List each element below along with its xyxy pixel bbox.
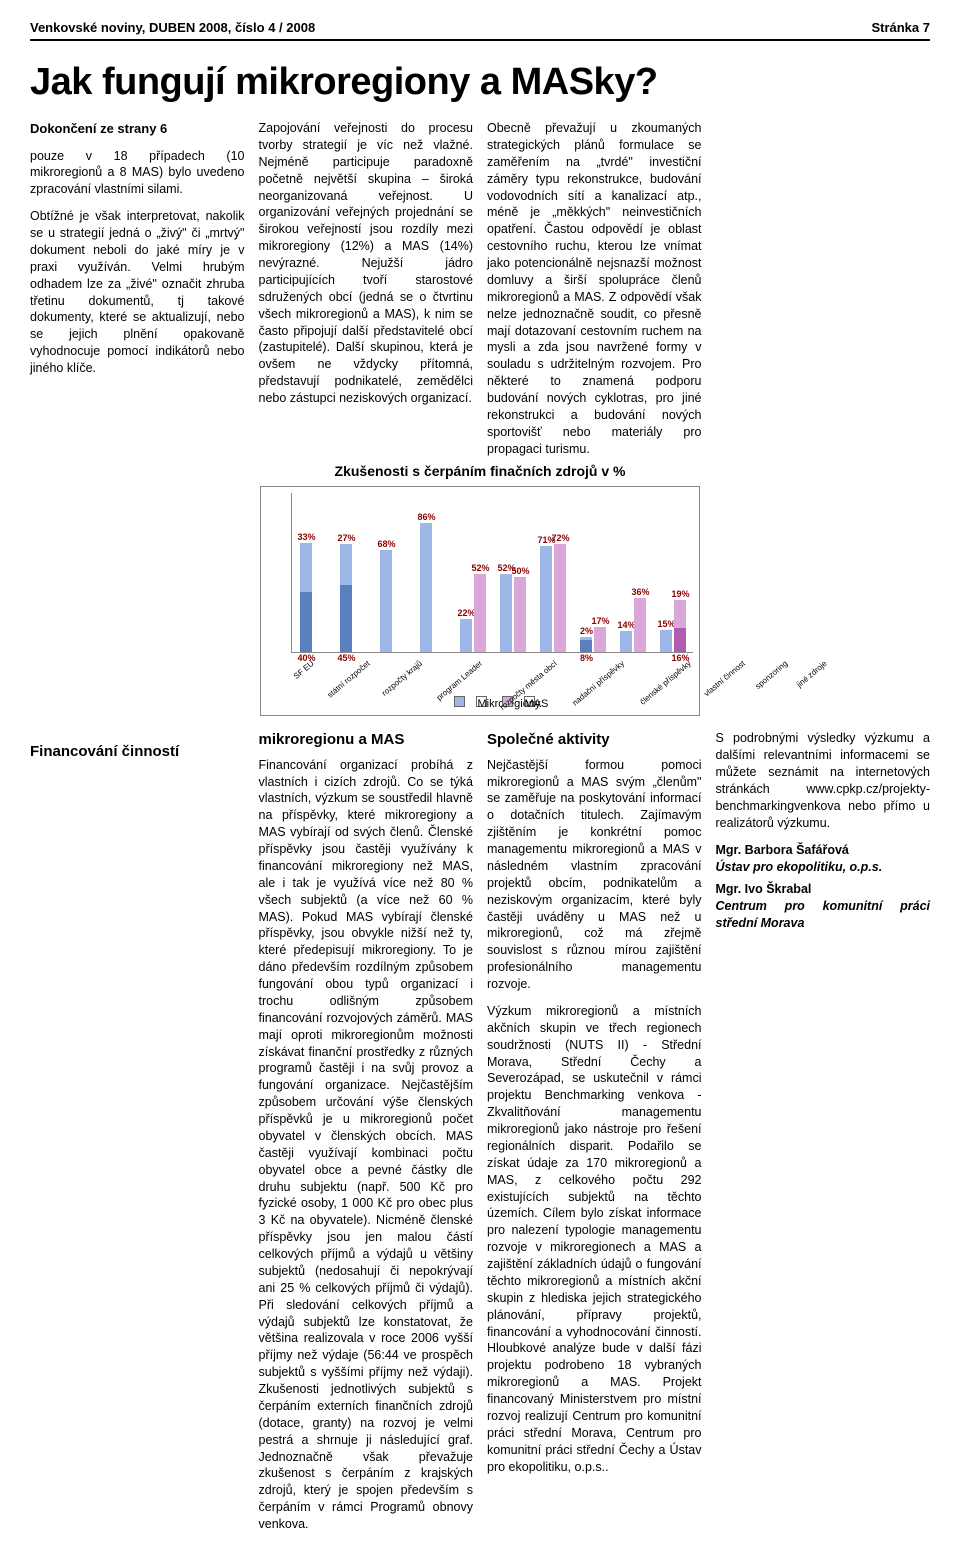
- bar-group: 2%8%17%: [574, 493, 611, 652]
- legend-label-mikro: Mikroregiony: [476, 696, 487, 707]
- article-title: Jak fungují mikroregiony a MASky?: [30, 61, 930, 104]
- author-name: Mgr. Ivo Škrabal: [716, 882, 812, 896]
- bar-group: 22%52%: [454, 493, 491, 652]
- chart-plot-area: 33%40%27%45%68%86%22%52%52%50%71%72%2%8%…: [260, 486, 700, 716]
- legend-label-mas: MAS: [524, 696, 535, 707]
- x-axis-label: vlastní činnost: [702, 659, 748, 700]
- author-block: Mgr. Barbora Šafářová Ústav pro ekopoliti…: [716, 842, 931, 932]
- publication-info: Venkovské noviny, DUBEN 2008, číslo 4 / …: [30, 20, 315, 35]
- bar-chart: Zkušenosti s čerpáním finačních zdrojů v…: [260, 462, 700, 717]
- paragraph: Financování organizací probíhá z vlastní…: [259, 757, 474, 1533]
- x-axis-label: sponzoring: [753, 659, 790, 692]
- bar-group: 52%50%: [494, 493, 531, 652]
- page-number: Stránka 7: [871, 20, 930, 35]
- bar-group: 68%: [374, 493, 411, 652]
- paragraph: Obtížné je však interpretovat, nakolik s…: [30, 208, 245, 377]
- paragraph: Výzkum mikroregionů a místních akčních s…: [487, 1003, 702, 1476]
- x-axis-label: jiné zdroje: [795, 659, 830, 691]
- bar-group: 71%72%: [534, 493, 571, 652]
- paragraph: pouze v 18 případech (10 mikroregionů a …: [30, 148, 245, 199]
- paragraph: Nejčastější formou pomoci mikroregionů a…: [487, 757, 702, 993]
- article-body: Dokončení ze strany 6 pouze v 18 případe…: [30, 120, 930, 1533]
- bar-group: 15%19%16%: [654, 493, 691, 652]
- continuation-note: Dokončení ze strany 6: [30, 120, 245, 138]
- author-org: Ústav pro ekopolitiku, o.p.s.: [716, 860, 883, 874]
- author-name: Mgr. Barbora Šafářová: [716, 843, 849, 857]
- bar-group: 33%40%: [294, 493, 331, 652]
- paragraph: S podrobnými výsledky výzkumu a dalšími …: [716, 730, 931, 831]
- chart-title: Zkušenosti s čerpáním finačních zdrojů v…: [260, 462, 700, 481]
- page-header: Venkovské noviny, DUBEN 2008, číslo 4 / …: [30, 20, 930, 41]
- author-org: Centrum pro komunitní práci střední Mora…: [716, 899, 931, 930]
- bar-group: 27%45%: [334, 493, 371, 652]
- subheading: Společné aktivity: [487, 730, 702, 750]
- chart-legend: Mikroregiony MAS: [291, 694, 693, 709]
- bar-group: 14%36%: [614, 493, 651, 652]
- paragraph: Zapojování veřejnosti do procesu tvorby …: [259, 120, 474, 407]
- bar-group: 86%: [414, 493, 451, 652]
- legend-swatch-mikro: [454, 696, 465, 707]
- paragraph: Obecně převažují u zkoumaných strategick…: [487, 120, 702, 458]
